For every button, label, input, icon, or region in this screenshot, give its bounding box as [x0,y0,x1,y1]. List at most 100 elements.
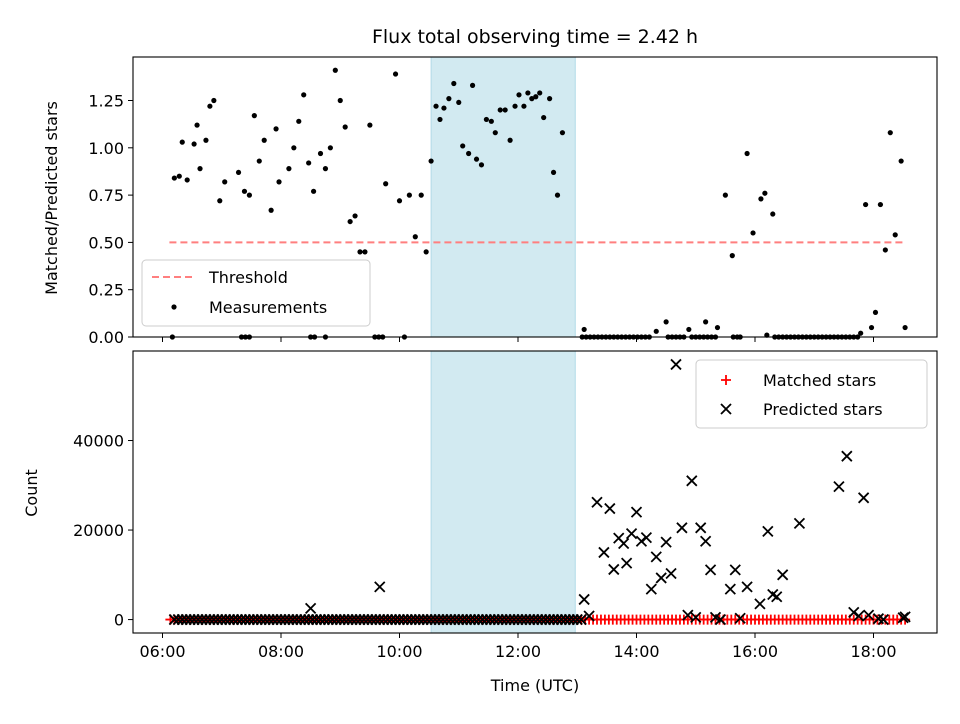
measurement-point [483,116,489,123]
measurement-point [547,96,553,102]
measurement-point [322,166,329,172]
legend-matched-label: Matched stars [763,371,876,390]
measurement-point [729,253,735,259]
measurement-point [764,332,770,338]
predicted-star-point [729,564,741,576]
legend-threshold-label: Threshold [208,268,288,287]
measurement-point [550,169,557,176]
measurement-point [898,158,904,164]
measurement-point [276,179,282,185]
predicted-star-point [857,492,870,504]
measurement-point [337,97,343,104]
measurement-point [332,67,338,73]
measurement-point [521,103,527,109]
predicted-star-point [645,583,657,595]
x-tick-label: 18:00 [850,642,896,661]
measurement-point [770,211,776,217]
predicted-star-point [650,551,662,563]
measurement-point [291,145,297,151]
measurement-point [207,103,213,109]
measurement-point [581,326,587,333]
legend-box [695,359,928,429]
x-tick-label: 10:00 [376,642,422,661]
measurement-point [268,207,274,213]
measurement-point [554,192,561,198]
measurement-point [744,150,750,157]
measurement-point [529,96,535,102]
predicted-star-point [699,535,712,547]
x-axis-label: Time (UTC) [490,676,579,695]
predicted-star-point [833,480,845,493]
measurement-point [762,190,768,196]
measurement-point [473,156,480,162]
axes-frame [132,56,938,338]
measurement-point [392,71,399,77]
predicted-star-point [571,613,583,626]
bottom-panel: 06:00 08:00 10:00 12:00 14:00 16:00 18:00 0 2000… [73,350,938,661]
predicted-star-point [630,506,643,518]
top-panel: 0.00 0.25 0.50 0.75 1.00 1.25 Threshold Measure… [88,56,938,347]
predicted-star-point [754,598,766,610]
predicted-star-point [640,532,653,544]
measurement-point [191,141,197,147]
measurement-point [663,319,669,325]
measurement-point [714,324,721,331]
predicted-star-point [304,602,317,615]
measurement-point [194,122,200,128]
measurement-point [437,116,443,123]
measurement-point [251,113,257,119]
y-tick-label: 0.25 [88,281,124,300]
predicted-star-point [793,517,806,529]
legend-matched-swatch [721,375,731,385]
measurement-point [858,330,864,336]
predicted-star-point [374,581,386,593]
predicted-star-point [714,613,727,626]
measurement-point [887,130,893,136]
measurement-point [537,90,543,96]
predicted-star-point [853,610,865,622]
measurement-point [469,82,476,88]
measurement-point [367,122,373,128]
top-legend: Threshold Measurements [141,259,371,327]
predicted-star-point [877,613,890,626]
predicted-star-point [848,606,860,619]
measurement-point [516,92,522,98]
predicted-star-point [741,581,753,593]
predicted-star-point [655,572,667,584]
predicted-star-point [686,475,698,487]
measurement-point [525,90,531,96]
y-tick-label: 1.25 [88,92,124,111]
measurement-point [533,94,539,100]
measurement-point [176,173,182,179]
measurement-point [892,232,898,238]
legend-measurement-swatch [171,304,177,310]
measurement-point [342,124,348,130]
predicted-star-point [682,609,694,621]
measurement-point [441,105,447,111]
shaded-span [430,56,576,338]
measurement-point [406,192,412,198]
predicted-star-point [724,583,736,595]
measurement-point [497,107,503,113]
predicted-star-point [690,611,702,623]
measurement-point [750,230,756,236]
predicted-star-point [660,536,672,548]
legend-box [141,259,371,327]
measurement-point [423,249,429,255]
predicted-star-point [862,609,875,621]
predicted-star-point [598,546,610,559]
measurement-point [256,158,262,164]
predicted-star-point [578,593,590,606]
x-tick-label: 14:00 [613,642,659,661]
axes-frame [132,350,938,634]
measurement-point [383,181,389,187]
measurement-point [868,324,875,331]
y-tick-label: 20000 [73,521,124,540]
measurement-point [460,143,466,149]
measurement-point [446,96,452,102]
measurement-point [261,137,267,143]
chart-title: Flux total observing time = 2.42 h [372,26,698,48]
measurement-point [352,213,358,219]
measurement-point [357,249,363,255]
